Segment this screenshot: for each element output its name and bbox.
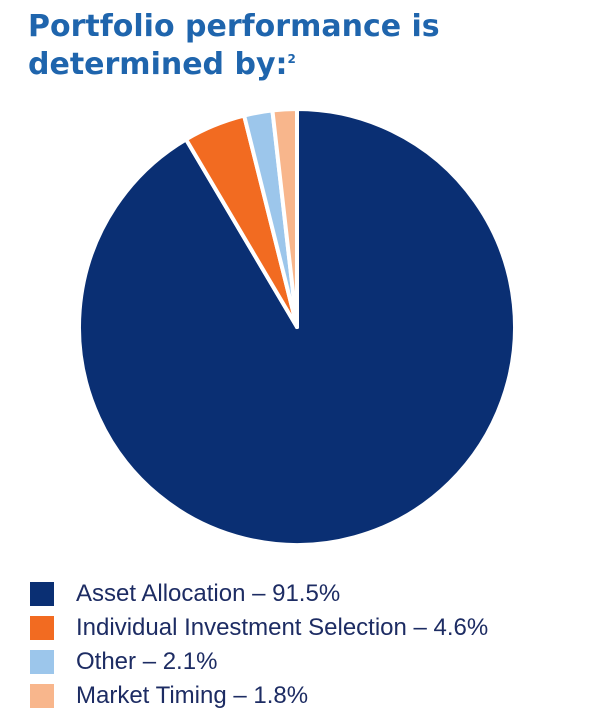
legend-swatch: [30, 684, 54, 708]
legend-label: Asset Allocation – 91.5%: [76, 580, 341, 607]
pie-slice-market-timing: [270, 106, 299, 329]
legend-item-market-timing: Market Timing – 1.8%: [30, 679, 570, 713]
legend-item-individual-investment-selection: Individual Investment Selection – 4.6%: [30, 611, 570, 645]
legend-item-other: Other – 2.1%: [30, 645, 570, 679]
legend-label: Other – 2.1%: [76, 648, 218, 675]
chart-title-text: Portfolio performance is determined by:: [28, 9, 440, 82]
legend: Asset Allocation – 91.5% Individual Inve…: [30, 577, 570, 713]
chart-title: Portfolio performance is determined by:2: [28, 10, 568, 81]
legend-item-asset-allocation: Asset Allocation – 91.5%: [30, 577, 570, 611]
legend-label: Market Timing – 1.8%: [76, 682, 309, 709]
legend-swatch: [30, 582, 54, 606]
legend-swatch: [30, 650, 54, 674]
legend-label: Individual Investment Selection – 4.6%: [76, 614, 489, 641]
title-footnote: 2: [287, 52, 296, 66]
legend-swatch: [30, 616, 54, 640]
